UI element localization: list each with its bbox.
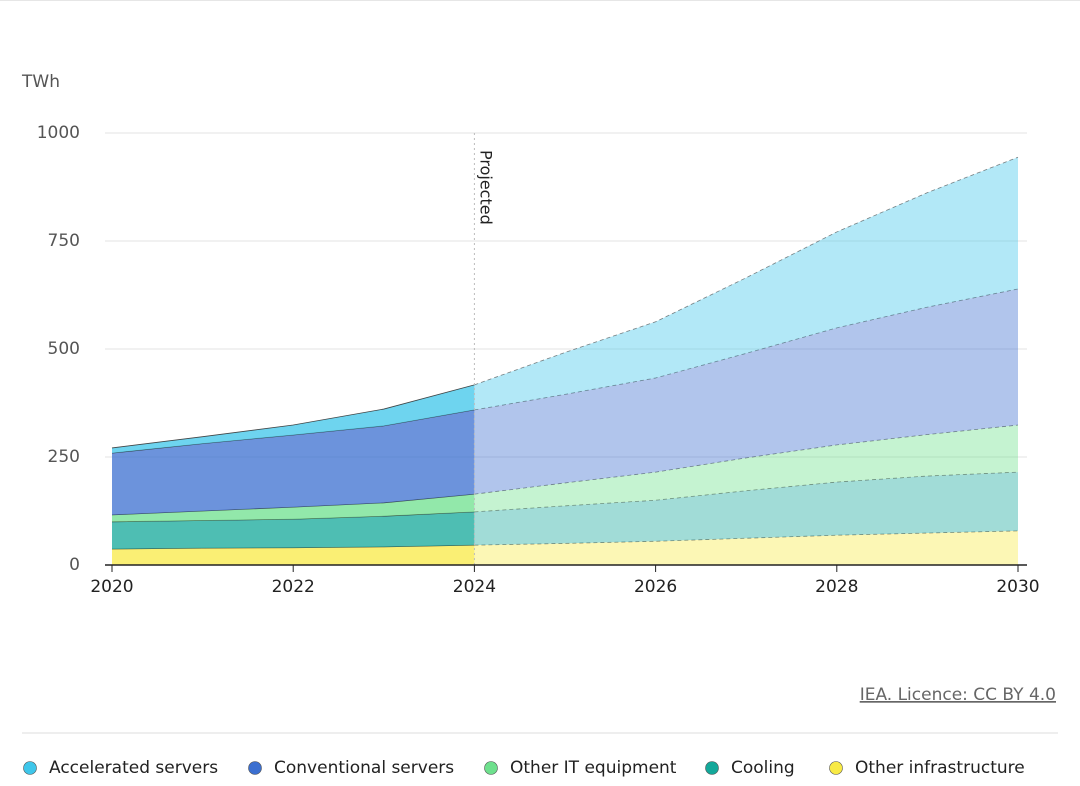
- x-tick-label: 2024: [453, 577, 496, 597]
- legend-label: Other IT equipment: [510, 758, 677, 778]
- area-projected: [474, 425, 1018, 512]
- legend-marker: [705, 761, 719, 775]
- x-tick-label: 2030: [996, 577, 1039, 597]
- area-historical: [112, 494, 475, 522]
- y-axis-label: TWh: [21, 72, 60, 92]
- area-historical: [112, 545, 475, 565]
- legend-label: Accelerated servers: [49, 758, 218, 778]
- y-tick-label: 0: [69, 555, 80, 575]
- area-historical: [112, 511, 475, 550]
- projection-label: Projected: [476, 150, 495, 225]
- area-edge: [474, 424, 1019, 495]
- source: IEA. Licence: CC BY 4.0: [860, 685, 1056, 705]
- y-tick-label: 750: [48, 231, 80, 251]
- x-tick-label: 2028: [815, 577, 858, 597]
- area-projected: [474, 472, 1018, 546]
- area-edge: [474, 288, 1019, 411]
- x-tick-label: 2022: [272, 577, 315, 597]
- area-edge: [111, 384, 475, 449]
- legend-marker: [248, 761, 262, 775]
- legend-label: Conventional servers: [274, 758, 454, 778]
- area-projected: [474, 530, 1018, 565]
- area-historical: [112, 384, 475, 454]
- legend-label: Other infrastructure: [855, 758, 1025, 778]
- legend-marker: [829, 761, 843, 775]
- area-projected: [474, 157, 1018, 410]
- y-tick-label: 250: [48, 447, 80, 467]
- area-historical: [112, 409, 475, 515]
- y-tick-label: 500: [48, 339, 80, 359]
- y-tick-label: 1000: [37, 123, 80, 143]
- area-edge: [474, 156, 1019, 386]
- area-projected: [474, 288, 1018, 495]
- legend-marker: [484, 761, 498, 775]
- legend-marker: [23, 761, 37, 775]
- x-tick-label: 2026: [634, 577, 677, 597]
- x-tick-label: 2020: [90, 577, 133, 597]
- legend-label: Cooling: [731, 758, 795, 778]
